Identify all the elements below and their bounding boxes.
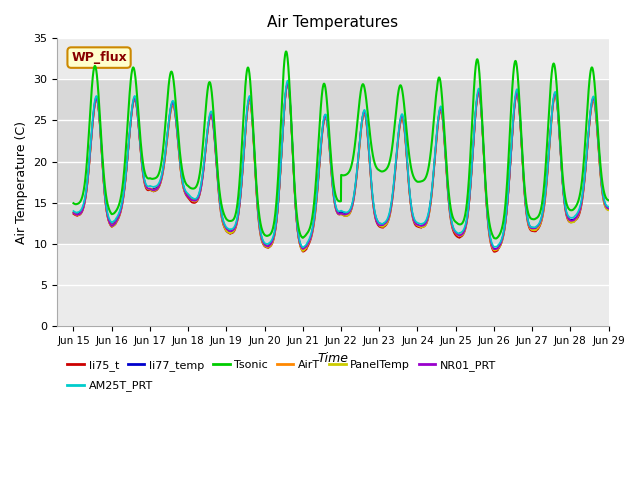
PanelTemp [605, 207, 612, 213]
NR01_PRT [298, 245, 306, 251]
Tsonic [537, 207, 545, 213]
PanelTemp [70, 210, 77, 216]
NR01_PRT [131, 96, 138, 102]
Line: AirT: AirT [74, 84, 609, 251]
Tsonic [282, 48, 290, 54]
AM25T_PRT [537, 216, 545, 222]
AM25T_PRT [299, 244, 307, 250]
li75_t [605, 207, 612, 213]
li77_temp [275, 194, 282, 200]
NR01_PRT [163, 143, 170, 149]
AirT [537, 219, 545, 225]
NR01_PRT [491, 246, 499, 252]
Line: li75_t: li75_t [74, 84, 609, 252]
NR01_PRT [275, 194, 282, 200]
PanelTemp [595, 146, 602, 152]
NR01_PRT [284, 81, 292, 86]
AirT [284, 81, 291, 86]
li77_temp [131, 95, 138, 101]
NR01_PRT [595, 143, 602, 149]
AirT [491, 248, 499, 253]
AirT [163, 142, 170, 148]
Tsonic [605, 197, 612, 203]
AM25T_PRT [595, 141, 602, 146]
li77_temp [491, 246, 499, 252]
Tsonic [275, 165, 282, 170]
li75_t [284, 82, 292, 87]
AM25T_PRT [163, 141, 170, 146]
Tsonic [298, 234, 306, 240]
li77_temp [163, 142, 170, 148]
li77_temp [605, 205, 612, 211]
Text: WP_flux: WP_flux [71, 51, 127, 64]
AirT [131, 95, 138, 100]
Legend: AM25T_PRT: AM25T_PRT [63, 376, 157, 396]
X-axis label: Time: Time [317, 352, 349, 365]
Y-axis label: Air Temperature (C): Air Temperature (C) [15, 121, 28, 244]
li75_t [275, 195, 282, 201]
PanelTemp [131, 96, 138, 102]
AirT [298, 246, 306, 252]
AM25T_PRT [298, 244, 306, 250]
Line: li77_temp: li77_temp [74, 83, 609, 249]
Title: Air Temperatures: Air Temperatures [268, 15, 399, 30]
Tsonic [163, 110, 170, 116]
Line: NR01_PRT: NR01_PRT [74, 84, 609, 249]
li77_temp [284, 80, 292, 86]
Tsonic [492, 236, 499, 241]
AirT [605, 206, 612, 212]
li77_temp [298, 245, 306, 251]
Tsonic [70, 200, 77, 206]
PanelTemp [275, 194, 282, 200]
li77_temp [537, 218, 545, 224]
li75_t [131, 97, 138, 103]
AM25T_PRT [275, 192, 282, 198]
NR01_PRT [605, 206, 612, 212]
AirT [275, 195, 282, 201]
li75_t [491, 249, 499, 255]
PanelTemp [163, 144, 170, 150]
Bar [58, 79, 609, 244]
AM25T_PRT [605, 204, 612, 210]
li75_t [595, 146, 602, 152]
li75_t [163, 145, 170, 151]
Tsonic [131, 68, 138, 74]
AM25T_PRT [284, 78, 292, 84]
AM25T_PRT [131, 93, 138, 99]
AirT [70, 210, 77, 216]
li77_temp [595, 143, 602, 149]
AirT [595, 144, 602, 150]
PanelTemp [298, 247, 306, 253]
Line: Tsonic: Tsonic [74, 51, 609, 239]
PanelTemp [284, 81, 292, 86]
PanelTemp [299, 248, 307, 254]
li75_t [70, 211, 77, 217]
PanelTemp [537, 220, 545, 226]
Line: AM25T_PRT: AM25T_PRT [74, 81, 609, 247]
Line: PanelTemp: PanelTemp [74, 84, 609, 251]
li75_t [537, 221, 545, 227]
NR01_PRT [70, 210, 77, 216]
li77_temp [70, 209, 77, 215]
Tsonic [595, 136, 602, 142]
li75_t [298, 248, 306, 253]
AM25T_PRT [70, 208, 77, 214]
NR01_PRT [537, 218, 545, 224]
